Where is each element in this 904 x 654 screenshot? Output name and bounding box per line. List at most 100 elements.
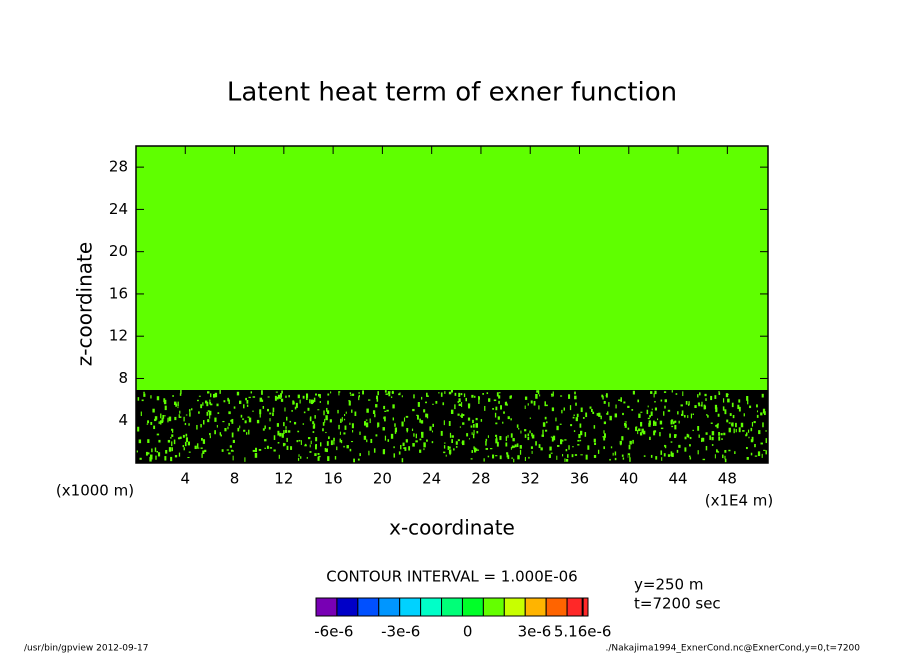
field-speckle (284, 407, 286, 412)
field-speckle (678, 420, 680, 424)
field-speckle (146, 423, 149, 425)
field-speckle (415, 440, 418, 443)
field-speckle (754, 443, 756, 448)
field-speckle (246, 399, 249, 404)
field-speckle (264, 447, 266, 449)
field-speckle (530, 446, 533, 449)
field-speckle (385, 393, 388, 395)
colorbar-box (378, 597, 401, 617)
field-speckle (167, 417, 169, 423)
field-speckle (629, 440, 632, 445)
field-speckle (560, 395, 563, 397)
field-speckle (672, 421, 675, 425)
field-speckle (145, 451, 148, 456)
field-speckle (707, 415, 709, 418)
field-speckle (483, 458, 485, 462)
field-speckle (325, 431, 327, 434)
field-speckle (315, 444, 317, 450)
field-speckle (262, 405, 265, 409)
field-speckle (322, 428, 324, 432)
field-speckle (209, 401, 211, 405)
field-speckle (444, 391, 446, 394)
y-tick-label: 28 (109, 158, 128, 176)
field-speckle (297, 457, 300, 461)
field-speckle (349, 392, 352, 395)
field-speckle (750, 427, 753, 432)
field-speckle (550, 393, 554, 396)
field-speckle (710, 422, 713, 424)
field-speckle (750, 452, 753, 456)
field-speckle (465, 397, 468, 402)
field-speckle (286, 416, 288, 421)
field-speckle (220, 434, 222, 437)
field-speckle (628, 444, 631, 450)
field-speckle (339, 431, 341, 435)
field-speckle (639, 432, 643, 436)
field-speckle (315, 393, 317, 396)
field-speckle (440, 430, 443, 436)
field-speckle (394, 423, 396, 427)
field-speckle (373, 448, 376, 453)
field-speckle (717, 451, 720, 453)
field-speckle (551, 407, 555, 412)
field-speckle (230, 419, 232, 422)
field-speckle (458, 392, 461, 397)
field-speckle (702, 458, 706, 461)
field-speckle (312, 421, 315, 425)
field-speckle (337, 409, 339, 414)
field-speckle (298, 439, 301, 442)
field-speckle (499, 435, 502, 441)
field-speckle (206, 391, 210, 394)
field-speckle (426, 413, 429, 419)
y-tick-label: 16 (109, 284, 128, 302)
field-speckle (496, 392, 499, 397)
field-speckle (689, 436, 692, 440)
field-speckle (384, 390, 387, 393)
field-speckle (504, 401, 508, 406)
field-speckle (281, 433, 284, 438)
footer-left: /usr/bin/gpview 2012-09-17 (24, 644, 148, 654)
field-speckle (351, 393, 355, 396)
field-speckle (163, 399, 167, 405)
field-speckle (478, 399, 480, 404)
field-speckle (475, 423, 479, 428)
field-speckle (461, 402, 463, 407)
field-speckle (659, 432, 661, 437)
field-speckle (462, 414, 465, 417)
field-speckle (753, 421, 756, 424)
field-speckle (309, 417, 311, 420)
field-speckle (177, 401, 179, 407)
field-speckle (467, 403, 471, 407)
field-speckle (518, 427, 520, 430)
field-speckle (346, 445, 349, 449)
field-speckle (229, 445, 232, 448)
field-speckle (180, 390, 182, 394)
field-speckle (716, 449, 718, 452)
field-speckle (495, 422, 498, 425)
field-speckle (244, 457, 246, 462)
field-speckle (293, 421, 297, 425)
field-speckle (412, 443, 415, 447)
field-speckle (507, 416, 510, 420)
field-speckle (760, 442, 763, 445)
field-speckle (214, 430, 216, 435)
field-speckle (228, 411, 231, 415)
field-speckle (188, 451, 191, 453)
field-speckle (468, 438, 471, 440)
field-speckle (425, 401, 427, 404)
field-speckle (627, 405, 630, 408)
field-speckle (299, 399, 301, 404)
field-speckle (731, 402, 734, 408)
field-speckle (701, 440, 703, 443)
field-speckle (178, 414, 180, 418)
field-speckle (210, 403, 213, 406)
field-speckle (214, 417, 217, 422)
field-speckle (368, 399, 371, 401)
field-speckle (352, 430, 354, 433)
field-speckle (690, 413, 693, 419)
field-speckle (724, 455, 726, 460)
field-speckle (201, 437, 203, 441)
field-speckle (429, 426, 432, 431)
field-speckle (622, 457, 625, 460)
field-speckle (757, 451, 761, 457)
